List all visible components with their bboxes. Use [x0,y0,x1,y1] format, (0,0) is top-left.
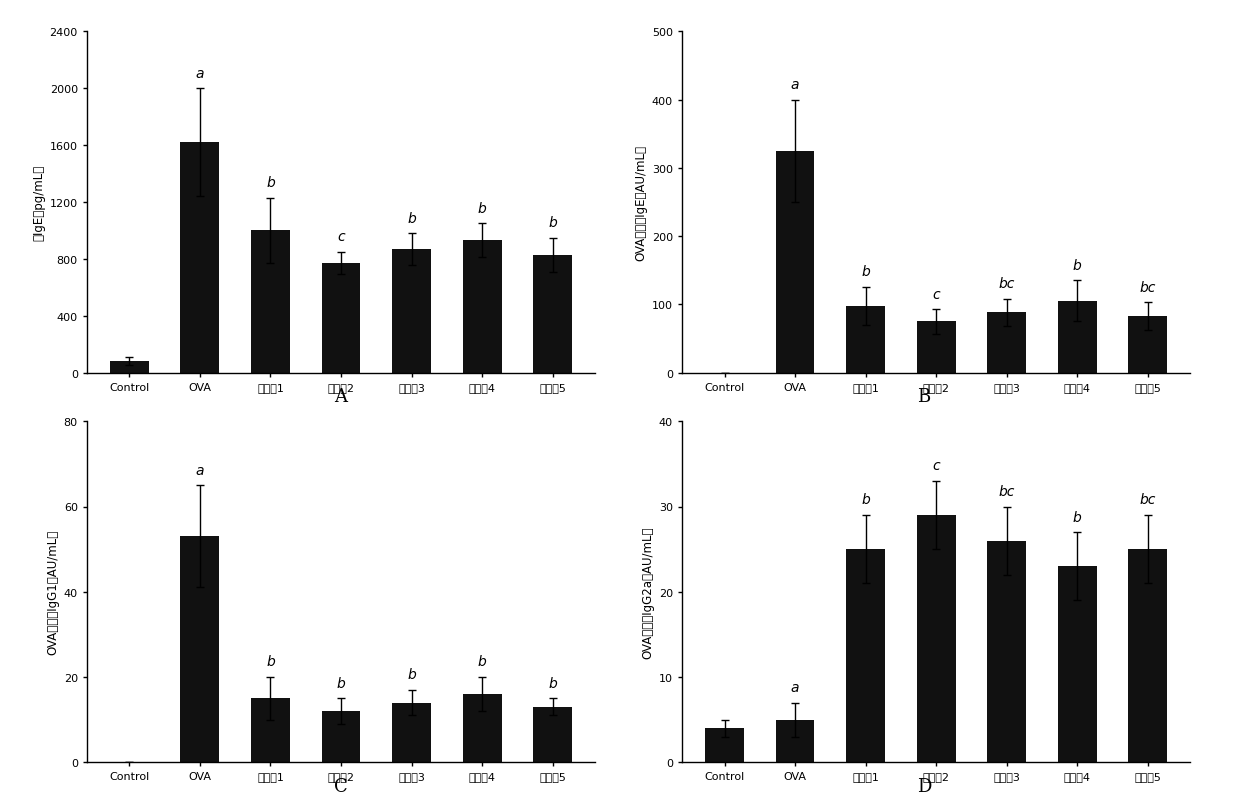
Bar [987,541,1027,762]
Bar [706,728,744,762]
Bar [1128,550,1167,762]
Bar [1058,302,1096,373]
Text: a: a [196,67,205,80]
Bar [321,711,361,762]
Text: b: b [548,216,557,230]
Bar [533,255,572,373]
Text: C: C [334,777,348,795]
Text: b: b [336,676,346,690]
Text: bc: bc [998,484,1016,498]
Text: B: B [918,388,930,406]
Text: b: b [862,493,870,507]
Bar [1058,566,1096,762]
Y-axis label: OVA特异性IgG1（AU/mL）: OVA特异性IgG1（AU/mL） [46,530,60,654]
Text: b: b [407,212,415,225]
Text: b: b [407,667,415,681]
Text: bc: bc [998,277,1016,291]
Text: b: b [267,654,275,668]
Text: a: a [791,78,800,92]
Text: b: b [477,202,486,216]
Bar [916,322,956,373]
Text: b: b [477,654,486,668]
Bar [776,152,815,373]
Bar [776,720,815,762]
Text: b: b [862,264,870,279]
Bar [110,362,149,373]
Text: a: a [196,463,205,477]
Bar [181,143,219,373]
Y-axis label: OVA特异性IgE（AU/mL）: OVA特异性IgE（AU/mL） [635,145,647,260]
Text: D: D [916,777,931,795]
Text: c: c [932,287,940,301]
Bar [250,698,290,762]
Text: a: a [791,680,800,694]
Text: b: b [1073,259,1081,272]
Y-axis label: 总IgE（pg/mL）: 总IgE（pg/mL） [32,165,46,241]
Text: b: b [267,176,275,190]
Bar [987,313,1027,373]
Bar [463,241,501,373]
Bar [392,250,432,373]
Text: bc: bc [1140,493,1156,507]
Bar [321,264,361,373]
Text: c: c [932,459,940,473]
Y-axis label: OVA特异性IgG2a（AU/mL）: OVA特异性IgG2a（AU/mL） [641,526,655,659]
Text: bc: bc [1140,281,1156,294]
Bar [463,694,501,762]
Bar [1128,316,1167,373]
Bar [181,537,219,762]
Text: b: b [548,676,557,690]
Text: A: A [335,388,347,406]
Bar [846,550,885,762]
Bar [250,231,290,373]
Bar [533,707,572,762]
Text: c: c [337,230,345,244]
Bar [392,702,432,762]
Text: b: b [1073,510,1081,524]
Bar [916,516,956,762]
Bar [846,307,885,373]
